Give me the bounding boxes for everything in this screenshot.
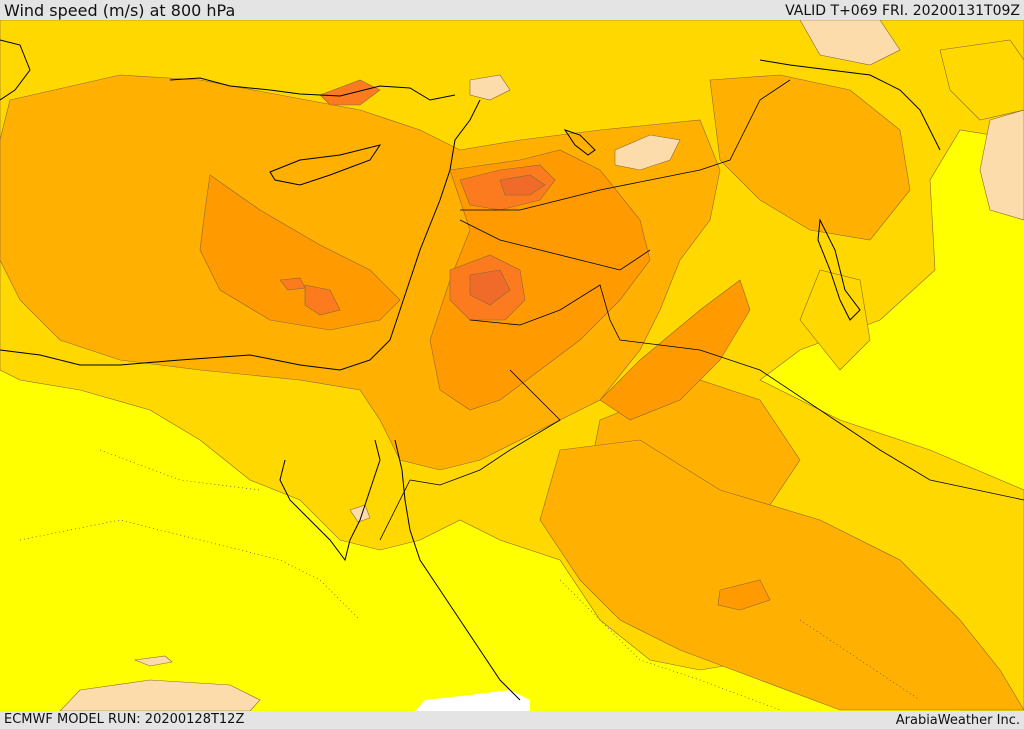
map-title: Wind speed (m/s) at 800 hPa [4, 1, 236, 20]
low-wind-patches [59, 20, 1024, 711]
map-header: Wind speed (m/s) at 800 hPa VALID T+069 … [0, 0, 1024, 20]
model-run: ECMWF MODEL RUN: 20200128T12Z [4, 712, 245, 727]
coastlines [0, 39, 941, 701]
wind-band-level-5 [469, 174, 546, 306]
wind-speed-map [0, 20, 1024, 711]
political-borders [379, 79, 1024, 541]
credit: ArabiaWeather Inc. [895, 713, 1020, 728]
no-data-area [415, 690, 530, 711]
contour-dotted-lines [19, 449, 921, 711]
wind-band-level-3 [199, 149, 771, 611]
valid-time: VALID T+069 FRI. 20200131T09Z [785, 3, 1020, 19]
map-footer: ECMWF MODEL RUN: 20200128T12Z ArabiaWeat… [0, 711, 1024, 729]
